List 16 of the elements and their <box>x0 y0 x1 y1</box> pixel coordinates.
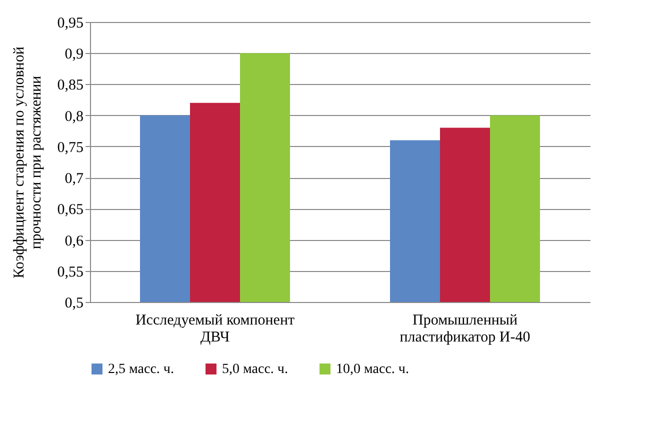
y-tick-label: 0,8 <box>64 108 84 125</box>
y-tick-label: 0,95 <box>57 16 84 32</box>
y-tick-label: 0,7 <box>64 171 84 188</box>
y-tick-label: 0,85 <box>57 78 84 94</box>
legend-label: 5,0 масс. ч. <box>222 362 288 377</box>
legend-label: 2,5 масс. ч. <box>108 362 174 377</box>
y-tick-label: 0,6 <box>64 233 84 250</box>
y-tick-label: 0,65 <box>57 202 84 218</box>
y-tick-label: 0,75 <box>57 140 84 156</box>
y-tick-label: 0,55 <box>57 264 84 280</box>
y-tick-label: 0,9 <box>64 46 84 63</box>
y-tick-label: 0,5 <box>64 296 84 312</box>
legend-label: 10,0 масс. ч. <box>336 362 409 377</box>
x-tick-label: Промышленный пластификатор И-40 <box>400 312 530 346</box>
y-axis-title: Коэффициент старения по условной прочности при растяжении <box>11 46 44 278</box>
x-tick-label: Исследуемый компонент ДВЧ <box>135 312 295 346</box>
